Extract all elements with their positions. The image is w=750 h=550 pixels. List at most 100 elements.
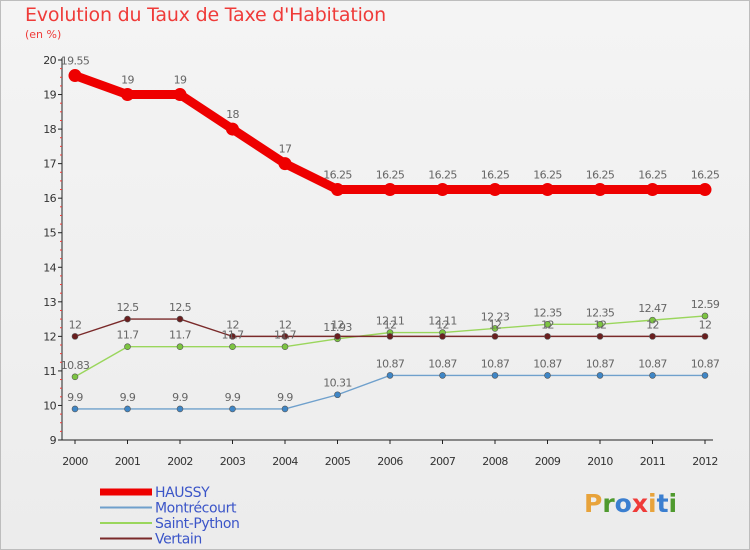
x-tick-label: 2006 bbox=[377, 455, 403, 468]
data-point bbox=[124, 405, 131, 413]
x-tick-label: 2011 bbox=[640, 455, 666, 468]
data-label: 10.87 bbox=[481, 357, 510, 370]
data-label: 12.35 bbox=[533, 306, 562, 319]
data-point bbox=[176, 405, 184, 413]
data-point bbox=[544, 333, 551, 340]
legend-label: Montrécourt bbox=[155, 501, 237, 517]
data-point bbox=[541, 183, 554, 197]
data-point bbox=[544, 320, 551, 328]
data-label: 12.5 bbox=[169, 301, 192, 314]
x-tick-label: 2009 bbox=[535, 455, 561, 468]
data-point bbox=[71, 405, 79, 413]
y-tick-label: 10 bbox=[43, 399, 56, 412]
data-point bbox=[229, 405, 236, 413]
data-label: 10.87 bbox=[533, 357, 562, 370]
data-point bbox=[334, 333, 341, 340]
y-tick-label: 15 bbox=[43, 227, 56, 240]
data-label: 12.5 bbox=[116, 301, 139, 314]
data-point bbox=[698, 183, 712, 197]
data-point bbox=[439, 372, 446, 379]
data-label: 18 bbox=[226, 108, 239, 121]
data-label: 12 bbox=[489, 318, 502, 331]
legend-label: Vertain bbox=[155, 532, 202, 548]
data-point bbox=[491, 333, 499, 340]
data-point bbox=[176, 343, 184, 351]
data-point bbox=[124, 343, 131, 351]
y-tick-label: 19 bbox=[43, 89, 56, 102]
series-line-montrécourt bbox=[74, 374, 706, 410]
data-point bbox=[596, 320, 604, 328]
data-point bbox=[124, 315, 131, 323]
data-label: 9.9 bbox=[67, 391, 83, 404]
data-point bbox=[439, 333, 446, 340]
data-label: 10.83 bbox=[61, 359, 90, 372]
data-label: 12 bbox=[699, 318, 712, 331]
axes: 9 10 11 12 13 14 15 16 17 18 19 20 2000 2001 2002 2003 2… bbox=[43, 54, 718, 468]
x-tick-label: 2010 bbox=[587, 455, 613, 468]
y-tick-label: 9 bbox=[50, 434, 57, 447]
data-point bbox=[281, 333, 289, 340]
x-tick-label: 2007 bbox=[430, 455, 456, 468]
data-label: 12 bbox=[69, 318, 82, 331]
data-label: 12 bbox=[646, 318, 659, 331]
data-label: 12.47 bbox=[638, 302, 667, 315]
y-tick-label: 12 bbox=[43, 330, 56, 343]
data-point bbox=[331, 183, 344, 197]
data-point bbox=[701, 312, 709, 320]
data-label: 11.7 bbox=[169, 329, 192, 342]
data-label: 19.55 bbox=[61, 55, 90, 68]
data-point bbox=[68, 69, 82, 83]
data-point bbox=[646, 183, 659, 197]
data-label: 11.7 bbox=[116, 329, 139, 342]
data-label: 10.87 bbox=[691, 357, 720, 370]
data-point bbox=[281, 343, 289, 351]
data-label: 16.25 bbox=[481, 169, 510, 182]
data-label: 12.59 bbox=[691, 298, 720, 311]
data-label: 10.31 bbox=[323, 377, 352, 390]
data-point bbox=[491, 372, 499, 379]
data-label: 12.23 bbox=[481, 310, 510, 323]
logo-letter: P bbox=[584, 489, 603, 518]
data-label: 16.25 bbox=[376, 169, 405, 182]
data-point bbox=[701, 333, 709, 340]
data-point bbox=[334, 391, 341, 399]
data-label: 12 bbox=[279, 318, 292, 331]
x-tick-label: 2008 bbox=[482, 455, 508, 468]
y-tick-label: 16 bbox=[43, 192, 56, 205]
data-label: 10.87 bbox=[638, 357, 667, 370]
data-label: 11.93 bbox=[323, 321, 352, 334]
data-label: 16.25 bbox=[323, 169, 352, 182]
data-point bbox=[173, 88, 187, 102]
x-tick-label: 2012 bbox=[692, 455, 718, 468]
data-point bbox=[488, 183, 502, 197]
data-point bbox=[593, 183, 607, 197]
data-label: 12 bbox=[226, 318, 239, 331]
data-label: 10.87 bbox=[376, 357, 405, 370]
data-label: 17 bbox=[279, 143, 292, 156]
data-point bbox=[121, 88, 134, 102]
data-label: 11.7 bbox=[274, 329, 297, 342]
data-label: 12 bbox=[594, 318, 607, 331]
chart-title: Evolution du Taux de Taxe d'Habitation bbox=[25, 4, 386, 26]
data-point bbox=[71, 373, 79, 381]
data-label: 12.11 bbox=[428, 315, 457, 328]
data-label: 16.25 bbox=[586, 169, 615, 182]
data-point bbox=[701, 372, 709, 379]
data-point bbox=[229, 343, 236, 351]
logo-letter: i bbox=[648, 489, 657, 518]
x-tick-label: 2003 bbox=[220, 455, 246, 468]
logo-letter: r bbox=[602, 489, 615, 518]
data-point bbox=[229, 333, 236, 340]
x-tick-label: 2005 bbox=[325, 455, 351, 468]
data-label: 16.25 bbox=[638, 169, 667, 182]
unit-label: (en %) bbox=[25, 28, 62, 41]
y-tick-label: 17 bbox=[43, 158, 56, 171]
data-label: 10.87 bbox=[586, 357, 615, 370]
x-tick-label: 2000 bbox=[62, 455, 88, 468]
data-point bbox=[386, 372, 394, 379]
data-label: 12 bbox=[384, 318, 397, 331]
data-point bbox=[491, 325, 499, 332]
data-point bbox=[649, 333, 656, 340]
